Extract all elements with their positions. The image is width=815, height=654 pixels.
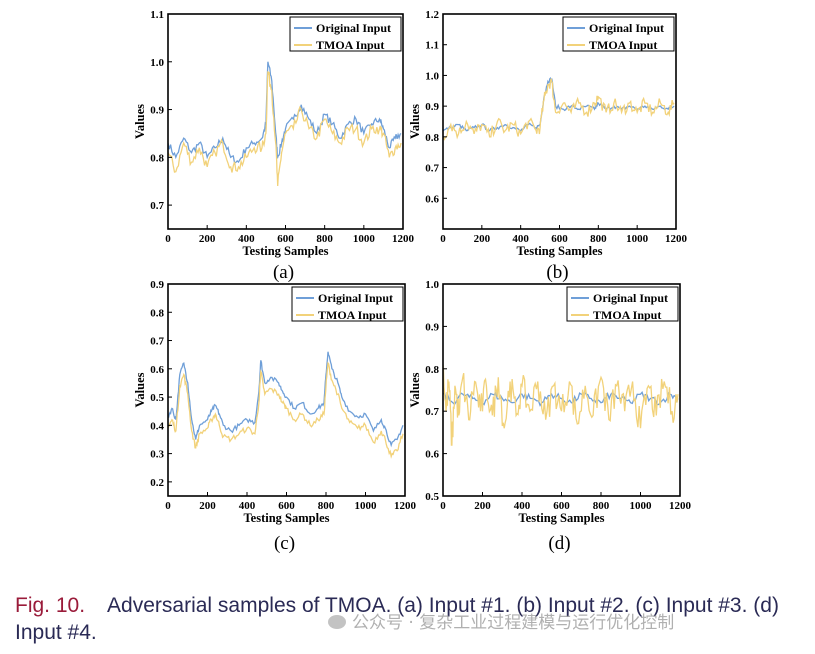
y-tick-label: 0.7	[425, 163, 439, 175]
x-tick-label: 800	[593, 500, 610, 512]
y-tick-label: 0.4	[150, 420, 164, 432]
y-tick-label: 0.5	[425, 491, 439, 503]
y-axis-label: Values	[133, 372, 147, 407]
figure-panels: 0.7 0.8 0.9 1.0 1.1 0 200 400 600 800 1000 1200 Test…	[133, 9, 692, 554]
legend-entry: Original Input	[316, 21, 391, 35]
figure-caption: Fig. 10. Adversarial samples of TMOA. (a)…	[15, 592, 810, 646]
legend-entry: Original Input	[593, 291, 668, 305]
x-tick-label: 1000	[355, 500, 378, 512]
x-tick-label: 400	[238, 233, 255, 245]
y-tick-label: 0.9	[150, 105, 164, 117]
x-tick-label: 200	[199, 500, 216, 512]
x-tick-label: 0	[165, 500, 171, 512]
series-line-original	[168, 351, 404, 448]
y-tick-label: 1.0	[425, 70, 439, 82]
x-tick-label: 1000	[353, 233, 376, 245]
x-axis-label: Testing Samples	[242, 244, 328, 258]
x-tick-label: 800	[590, 233, 607, 245]
x-tick-label: 1000	[630, 500, 653, 512]
legend-entry: Original Input	[318, 291, 393, 305]
x-axis-label: Testing Samples	[518, 511, 604, 525]
x-tick-label: 400	[514, 500, 531, 512]
y-tick-label: 0.8	[150, 152, 164, 164]
y-tick-label: 0.2	[150, 477, 164, 489]
y-axis-label: Values	[408, 104, 422, 139]
y-tick-label: 1.0	[425, 279, 439, 291]
chart-panel-4: 0.5 0.6 0.7 0.8 0.9 1.0 0 200 400 600 800 1000 1200 T…	[408, 279, 692, 554]
y-tick-label: 1.1	[150, 9, 164, 21]
x-tick-label: 800	[316, 233, 333, 245]
y-tick-label: 0.6	[425, 449, 439, 461]
x-tick-label: 200	[474, 233, 491, 245]
x-tick-label: 0	[440, 233, 446, 245]
y-tick-label: 0.9	[150, 279, 164, 291]
legend-entry: Original Input	[589, 21, 664, 35]
x-axis-label: Testing Samples	[243, 511, 329, 525]
x-tick-label: 1000	[626, 233, 649, 245]
panel-label: (c)	[274, 533, 295, 554]
x-tick-label: 800	[318, 500, 335, 512]
y-tick-label: 0.8	[425, 364, 439, 376]
legend-entry: TMOA Input	[318, 308, 386, 322]
series-line-tmoa	[168, 71, 402, 187]
y-tick-label: 0.7	[425, 406, 439, 418]
y-tick-label: 1.0	[150, 57, 164, 69]
y-axis-label: Values	[408, 372, 422, 407]
wechat-icon	[328, 615, 346, 629]
y-axis-label: Values	[133, 104, 147, 139]
y-tick-label: 0.8	[425, 132, 439, 144]
x-tick-label: 1200	[394, 500, 417, 512]
x-tick-label: 600	[277, 233, 294, 245]
x-tick-label: 600	[551, 233, 568, 245]
y-tick-label: 0.7	[150, 200, 164, 212]
y-tick-label: 0.6	[425, 193, 439, 205]
series-line-original	[168, 61, 402, 165]
caption-label: Fig. 10.	[15, 594, 86, 617]
x-tick-label: 1200	[665, 233, 688, 245]
x-tick-label: 600	[278, 500, 295, 512]
series-line-tmoa	[443, 364, 679, 446]
y-tick-label: 0.5	[150, 392, 164, 404]
legend-entry: TMOA Input	[589, 38, 657, 52]
x-tick-label: 1200	[669, 500, 692, 512]
x-tick-label: 600	[553, 500, 570, 512]
panel-label: (d)	[548, 533, 570, 554]
y-tick-label: 1.1	[425, 40, 439, 52]
panel-label: (b)	[546, 262, 568, 283]
y-tick-label: 0.9	[425, 321, 439, 333]
y-tick-label: 0.7	[150, 336, 164, 348]
x-axis-label: Testing Samples	[516, 244, 602, 258]
y-tick-label: 1.2	[425, 9, 439, 21]
y-tick-label: 0.3	[150, 449, 164, 461]
panel-label: (a)	[273, 262, 294, 283]
series-line-tmoa	[168, 361, 404, 459]
x-tick-label: 200	[474, 500, 491, 512]
caption-text: Adversarial samples of TMOA. (a) Input #…	[15, 594, 779, 644]
watermark-text: 公众号 · 复杂工业过程建模与运行优化控制	[352, 613, 675, 633]
legend-entry: TMOA Input	[316, 38, 384, 52]
chart-panel-1: 0.7 0.8 0.9 1.0 1.1 0 200 400 600 800 1000 1200 Test…	[133, 9, 415, 283]
legend-entry: TMOA Input	[593, 308, 661, 322]
x-tick-label: 200	[199, 233, 216, 245]
x-tick-label: 400	[512, 233, 529, 245]
y-tick-label: 0.8	[150, 307, 164, 319]
chart-panel-2: 0.6 0.7 0.8 0.9 1.0 1.1 1.2 0 200 400 600 800 1000 12…	[408, 9, 688, 283]
x-tick-label: 0	[165, 233, 171, 245]
watermark: 公众号 · 复杂工业过程建模与运行优化控制	[328, 608, 674, 633]
chart-panel-3: 0.2 0.3 0.4 0.5 0.6 0.7 0.8 0.9 0 200 400 600 800 100…	[133, 279, 417, 554]
y-tick-label: 0.9	[425, 101, 439, 113]
x-tick-label: 1200	[392, 233, 415, 245]
series-line-original	[443, 76, 675, 132]
x-tick-label: 400	[239, 500, 256, 512]
x-tick-label: 0	[440, 500, 446, 512]
y-tick-label: 0.6	[150, 364, 164, 376]
series-line-tmoa	[443, 78, 675, 141]
